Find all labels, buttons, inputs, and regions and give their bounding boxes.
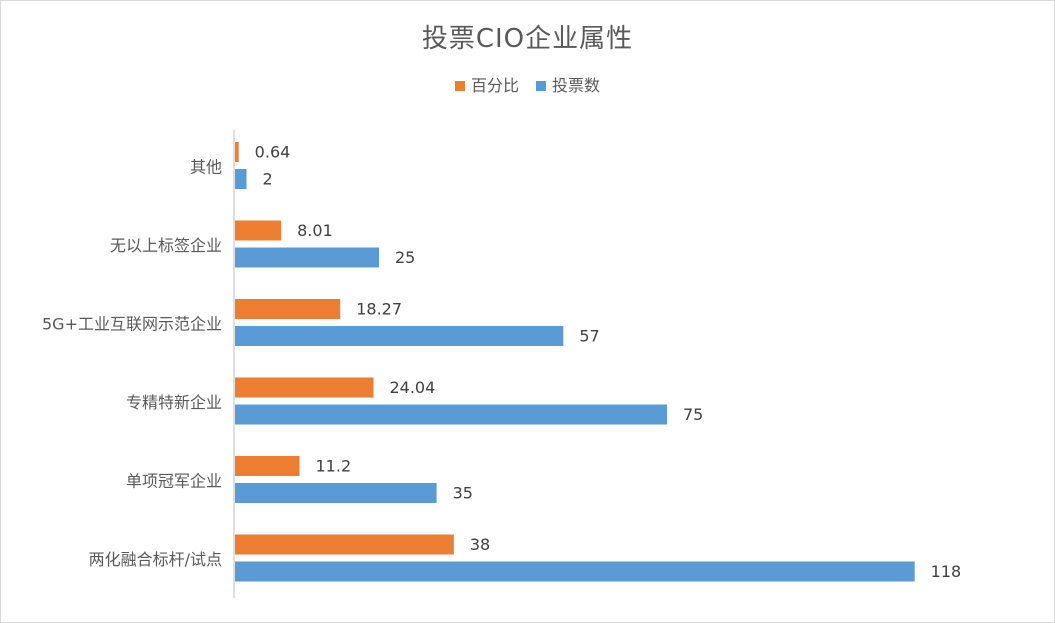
data-label: 0.64 — [255, 143, 291, 162]
category-label: 专精特新企业 — [126, 393, 222, 412]
bar-votes — [235, 404, 667, 425]
bar-votes — [235, 326, 564, 346]
data-label: 11.2 — [316, 457, 352, 476]
data-label: 75 — [683, 405, 703, 424]
data-label: 118 — [931, 562, 962, 581]
data-label: 35 — [453, 484, 473, 503]
data-label: 25 — [395, 248, 415, 267]
bar-votes — [235, 561, 915, 582]
legend-swatch-percent — [454, 81, 465, 91]
legend-label-votes: 投票数 — [552, 76, 601, 95]
bar-percent — [235, 377, 374, 398]
category-label: 无以上标签企业 — [110, 236, 222, 255]
bar-votes — [235, 483, 437, 503]
data-label: 8.01 — [297, 221, 333, 240]
category-label: 单项冠军企业 — [126, 472, 222, 491]
data-label: 2 — [263, 170, 273, 189]
category-label: 5G+工业互联网示范企业 — [42, 315, 222, 334]
category-label: 两化融合标杆/试点 — [89, 550, 222, 569]
legend-label-percent: 百分比 — [470, 76, 519, 95]
bar-percent — [235, 299, 341, 319]
category-label: 其他 — [190, 158, 222, 177]
bar-votes — [235, 169, 247, 189]
data-label: 24.04 — [389, 378, 435, 397]
chart-title: 投票CIO企业属性 — [421, 24, 634, 54]
bar-percent — [235, 456, 300, 476]
bar-percent — [235, 142, 239, 162]
bar-percent — [235, 220, 282, 241]
legend-swatch-votes — [536, 81, 547, 91]
bar-votes — [235, 247, 379, 268]
data-label: 57 — [579, 327, 599, 346]
legend-item-votes: 投票数 — [536, 72, 600, 96]
bar-percent — [235, 534, 454, 555]
chart-legend: 百分比 投票数 — [0, 72, 1055, 96]
data-label: 38 — [470, 535, 490, 554]
legend-item-percent: 百分比 — [454, 72, 519, 96]
data-label: 18.27 — [356, 300, 402, 319]
